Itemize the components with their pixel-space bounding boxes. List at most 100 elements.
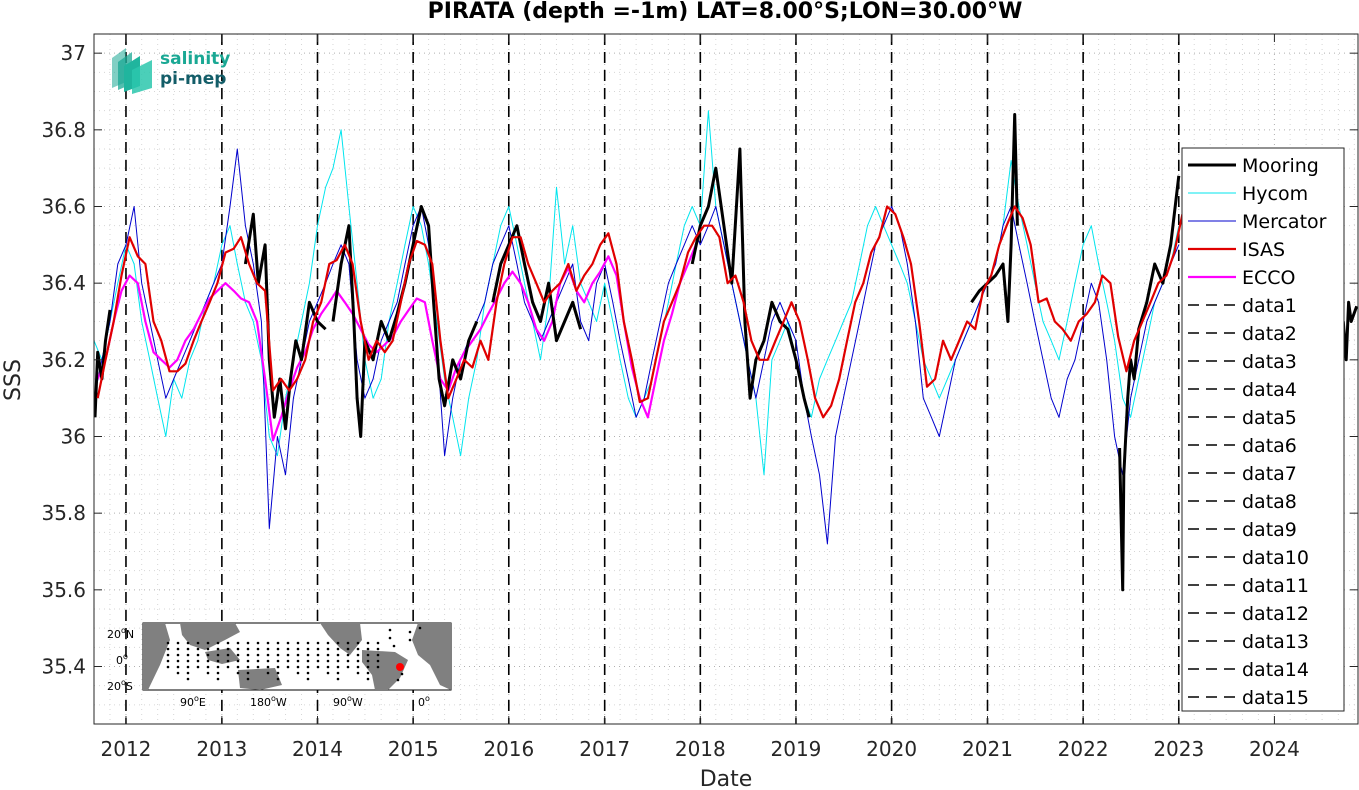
legend: Mooring Hycom Mercator ISAS ECCO data1 data2 da… [1181,147,1345,712]
map-dot [276,671,280,675]
map-dot [216,647,220,651]
x-tick-label: 2017 [579,737,630,761]
map-dot [286,659,290,663]
series-mooring [1341,300,1359,362]
x-tick-label: 2024 [1249,737,1300,761]
map-dot [226,653,230,657]
lon-label-0: 0o [418,694,430,709]
map-dot [196,659,200,663]
legend-entry-data8: data8 [1188,491,1297,513]
map-dot [236,671,240,675]
map-dot [376,665,380,669]
legend-entry-data13: data13 [1188,631,1309,653]
lat-label-0: 0o [116,652,128,667]
map-dot [276,677,280,681]
map-dot [326,665,330,669]
map-dot [366,641,370,645]
map-dot [336,665,340,669]
x-tick-label: 2022 [1058,737,1109,761]
map-dot [336,659,340,663]
legend-label: data6 [1242,435,1297,457]
map-land-south-america [362,650,408,690]
plot-area [94,34,1358,724]
map-dot [256,659,260,663]
map-dot [226,647,230,651]
map-dot [326,653,330,657]
map-dot [236,653,240,657]
map-dot [186,665,190,669]
map-dot [166,641,170,645]
x-tick-label: 2014 [292,737,343,761]
legend-label: data13 [1242,631,1309,653]
map-dot [216,677,220,681]
legend-entry-data2: data2 [1188,323,1297,345]
map-dot [246,677,250,681]
series-mooring [491,224,583,343]
map-dot [326,647,330,651]
map-dot [336,677,340,681]
legend-label: data5 [1242,407,1297,429]
map-dot [186,647,190,651]
map-dot [216,665,220,669]
y-tick-label: 35.4 [41,655,86,679]
legend-entry-data1: data1 [1188,295,1297,317]
y-tick-label: 36.6 [41,195,86,219]
map-dot [206,647,210,651]
legend-entry-ecco: ECCO [1188,267,1296,289]
map-dot [236,647,240,651]
map-dot [408,638,412,642]
y-tick-label: 35.8 [41,501,86,525]
legend-label: ISAS [1242,239,1285,261]
lat-label-20s: 20oS [107,678,133,693]
map-dot [366,671,370,675]
salinity-pimep-logo: salinity pi-mep [112,48,230,94]
map-dot [206,659,210,663]
legend-label: data10 [1242,547,1309,569]
chart-title: PIRATA (depth =-1m) LAT=8.00°S;LON=30.00… [428,0,1023,24]
legend-label: data11 [1242,575,1309,597]
map-dot [336,641,340,645]
legend-label: data14 [1242,659,1309,681]
map-dot [216,653,220,657]
map-dot [408,630,412,634]
map-dot [376,647,380,651]
map-dot [396,678,400,682]
map-dot [356,647,360,651]
map-dot [226,659,230,663]
map-dot [226,641,230,645]
map-dot [246,641,250,645]
map-dot [306,647,310,651]
map-dot [246,647,250,651]
x-tick-label: 2021 [962,737,1013,761]
map-dot [266,647,270,651]
map-dot [266,665,270,669]
map-dot [336,653,340,657]
map-land-indonesia [205,648,240,664]
x-ticks: 2012 2013 2014 2015 2016 2017 2018 2019 2020 2021… [101,34,1300,761]
series-mooring [970,113,1019,323]
map-dot [246,671,250,675]
legend-label: data15 [1242,687,1309,709]
map-dot [196,647,200,651]
map-dot [356,665,360,669]
map-dot [366,659,370,663]
map-dot [246,659,250,663]
y-tick-label: 36.2 [41,348,86,372]
map-dot [206,665,210,669]
legend-entry-mercator: Mercator [1188,211,1327,233]
map-dot [166,647,170,651]
map-dot [286,665,290,669]
map-dot [392,644,396,648]
map-dot [346,665,350,669]
map-dot [256,647,260,651]
map-land-africa [143,623,170,690]
y-tick-label: 36.8 [41,118,86,142]
y-tick-label: 37 [61,41,86,65]
map-dot [356,653,360,657]
map-dot [366,665,370,669]
series-ecco [96,244,697,442]
legend-entry-mooring: Mooring [1188,155,1319,177]
map-dot [316,653,320,657]
map-land-asia [180,623,240,650]
map-land-africa-east [412,623,451,690]
